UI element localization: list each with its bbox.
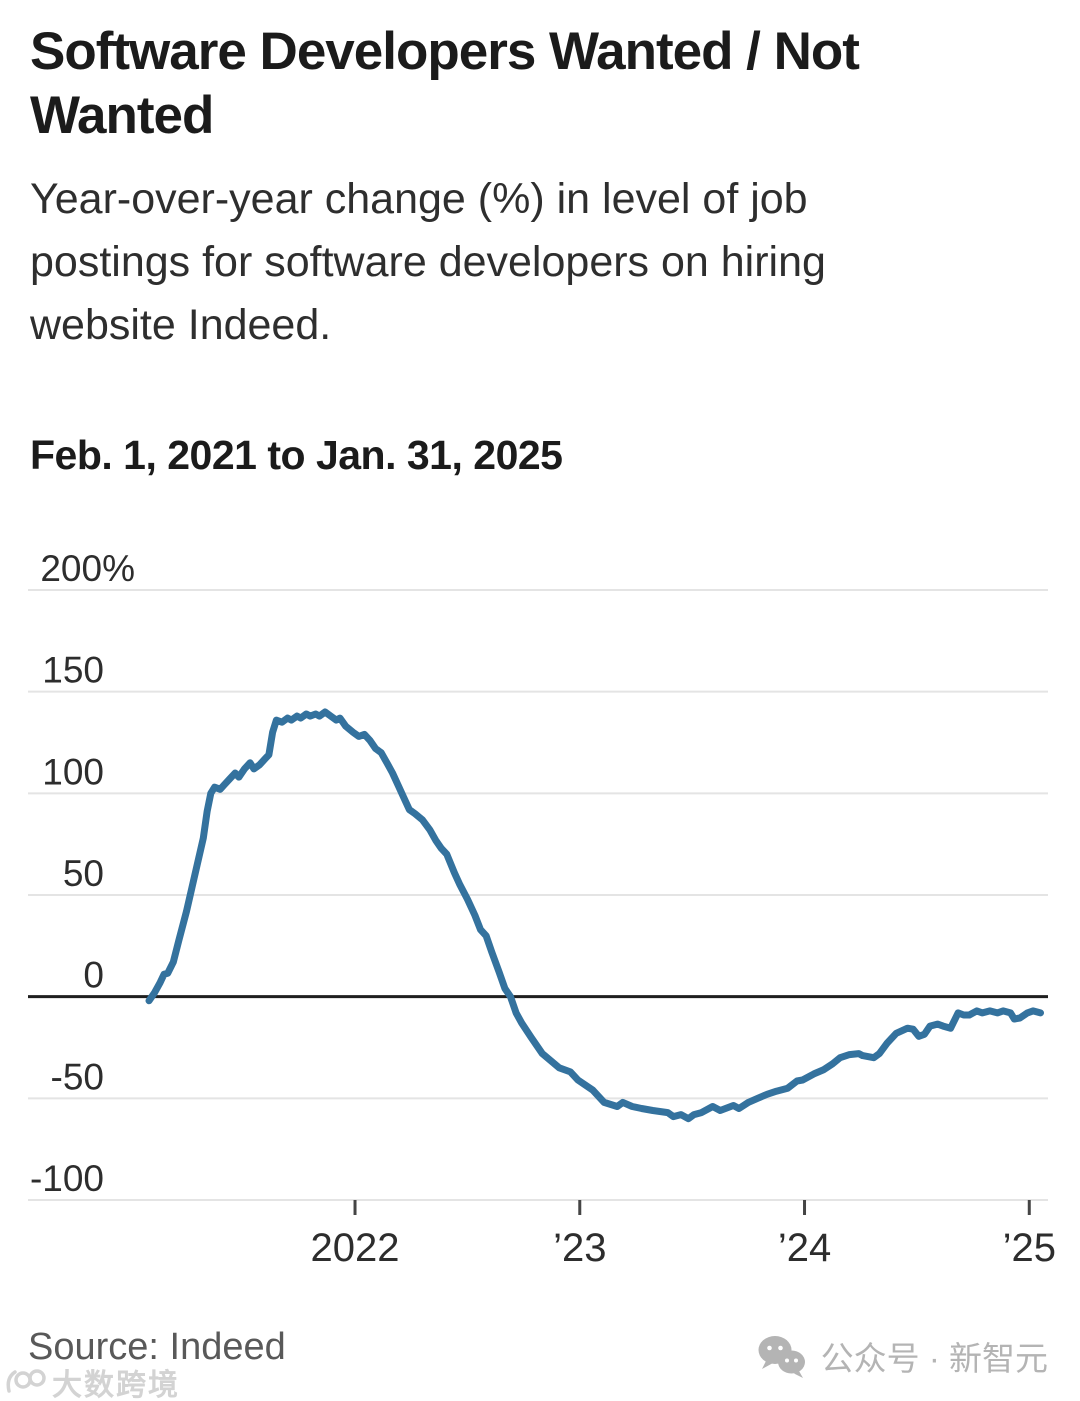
chart-title: Software Developers Wanted / Not Wanted [30, 22, 860, 145]
y-tick-label: 50 [63, 853, 104, 894]
wechat-icon [757, 1334, 807, 1378]
y-tick-label: 150 [42, 650, 104, 691]
wechat-label: 公众号 · 新智元 [820, 1340, 1048, 1377]
x-tick-label: ’24 [778, 1226, 831, 1270]
y-tick-label: -100 [30, 1158, 104, 1199]
line-chart: 200% 150 100 50 0 -50 -100 2022 ’23 ’24 ’25 [28, 548, 1056, 1270]
wechat-badge: 公众号 · 新智元 [757, 1332, 1048, 1380]
data-line [145, 708, 1044, 1123]
watermark-label: 大数跨境 [52, 1369, 180, 1401]
y-tick-label: 200% [40, 548, 135, 589]
x-tick-label: ’23 [553, 1226, 606, 1270]
watermark-logo-icon [4, 1366, 46, 1398]
y-tick-label: 100 [42, 751, 104, 792]
chart-subtitle: Year-over-year change (%) in level of jo… [30, 175, 826, 350]
watermark: 大数跨境 [4, 1360, 180, 1401]
source-label: Source: Indeed [28, 1326, 286, 1368]
x-tick-label: 2022 [311, 1226, 400, 1270]
x-tick-label: ’25 [1003, 1226, 1056, 1270]
y-tick-label: 0 [83, 955, 104, 996]
chart-period: Feb. 1, 2021 to Jan. 31, 2025 [30, 432, 563, 478]
y-tick-label: -50 [51, 1056, 104, 1097]
